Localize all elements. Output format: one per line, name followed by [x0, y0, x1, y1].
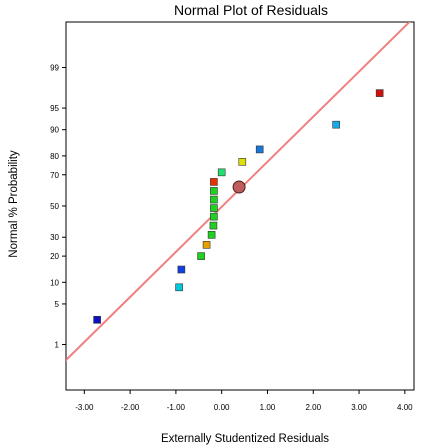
- residual-point: [238, 158, 247, 166]
- residual-point: [210, 204, 218, 212]
- y-tick-label: 10: [50, 278, 59, 287]
- residual-point: [202, 241, 211, 249]
- residual-point: [93, 315, 101, 324]
- residual-point: [217, 168, 226, 177]
- y-tick-label: 90: [50, 126, 59, 135]
- y-tick-label: 95: [50, 104, 59, 113]
- y-tick-label: 5: [55, 300, 60, 309]
- x-axis: -3.00 -2.00 -1.00 0.00 1.00 2.00 3.00 4.00: [75, 390, 413, 412]
- residual-point: [210, 178, 218, 186]
- x-axis-label: Externally Studentized Residuals: [161, 433, 329, 445]
- plot-area: [65, 21, 415, 391]
- residual-point: [210, 212, 218, 221]
- residual-point: [207, 231, 216, 239]
- y-tick-label: 80: [50, 152, 59, 161]
- residual-point: [210, 195, 218, 204]
- residual-point: [255, 145, 264, 154]
- y-tick-label: 99: [50, 63, 59, 72]
- residual-point: [177, 265, 186, 274]
- y-axis-label: Normal % Probability: [8, 150, 20, 258]
- y-tick-label: 30: [50, 233, 59, 242]
- residual-points: [93, 89, 384, 324]
- x-tick-label: -3.00: [75, 403, 94, 412]
- x-tick-label: 3.00: [351, 403, 367, 412]
- x-tick-label: 1.00: [260, 403, 276, 412]
- y-tick-label: 20: [50, 252, 59, 261]
- residual-point: [209, 221, 218, 230]
- residual-point: [332, 120, 340, 129]
- x-tick-label: -1.00: [167, 403, 186, 412]
- x-tick-label: 4.00: [397, 403, 413, 412]
- y-tick-label: 1: [55, 341, 60, 350]
- x-tick-label: 0.00: [214, 403, 230, 412]
- x-tick-label: 2.00: [305, 403, 321, 412]
- y-tick-label: 70: [50, 171, 59, 180]
- residual-point: [375, 89, 384, 97]
- y-tick-label: 50: [50, 202, 59, 211]
- y-axis: 1 5 10 20 30 50 70 80 90 95 99: [50, 63, 66, 350]
- residual-point: [175, 283, 183, 292]
- chart-title: Normal Plot of Residuals: [174, 2, 328, 18]
- highlight-marker: [232, 180, 246, 194]
- residual-point: [197, 252, 205, 260]
- x-tick-label: -2.00: [121, 403, 140, 412]
- residual-point: [210, 187, 218, 195]
